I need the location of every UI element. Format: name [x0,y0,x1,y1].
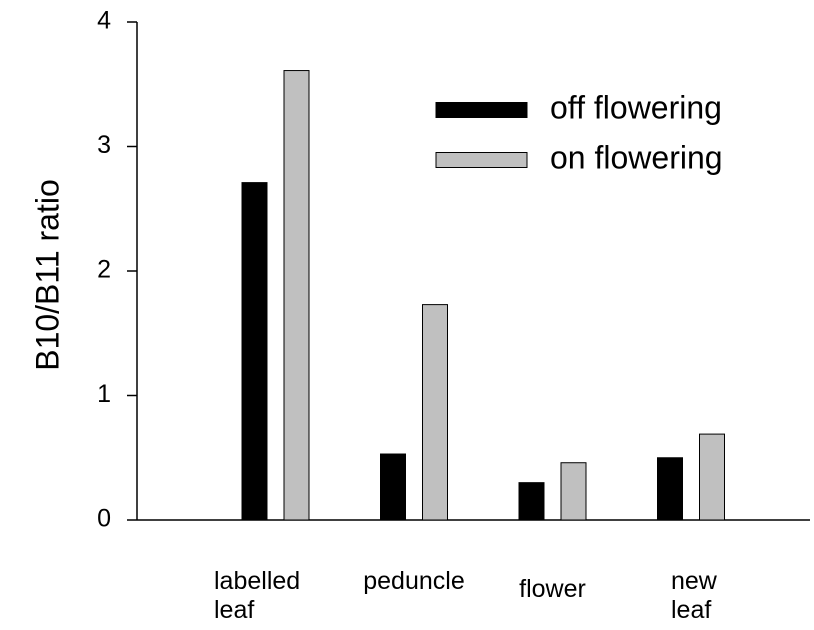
bar [518,482,545,521]
y-tick-label: 3 [97,131,111,159]
y-tick-label: 2 [97,256,111,284]
bar [560,462,587,521]
bar [241,182,268,521]
x-tick-label: labelled leaf [214,567,301,624]
bar [422,304,448,521]
x-tick-label: new leaf [671,567,717,624]
y-tick-label: 4 [97,7,111,35]
y-tick-label: 1 [97,380,111,408]
y-tick-label: 0 [97,505,111,533]
y-axis-label: B10/B11 ratio [29,179,65,371]
legend-label: on flowering [550,139,723,175]
legend-swatch [435,102,528,118]
bar [657,457,683,521]
bar [283,70,310,521]
legend-label: off flowering [550,89,722,125]
x-tick-label: peduncle [363,567,465,595]
bar [699,433,725,521]
legend-swatch [435,152,528,168]
x-tick-label: flower [519,575,586,603]
bar [380,453,406,521]
